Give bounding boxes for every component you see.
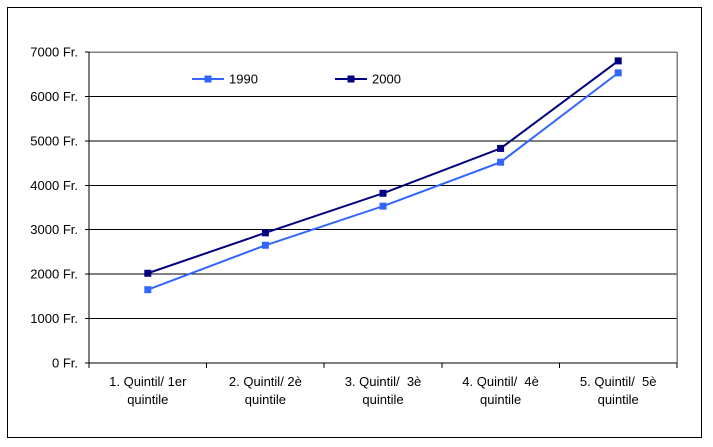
y-axis-label: 3000 Fr. xyxy=(30,222,78,237)
x-axis-label-line2: quintile xyxy=(127,392,168,407)
x-axis-label-line1: 5. Quintil/ 5è xyxy=(580,374,657,389)
legend-label: 1990 xyxy=(229,72,258,87)
data-point-1990-2[interactable] xyxy=(261,241,269,249)
data-point-2000-3[interactable] xyxy=(379,189,387,197)
data-point-2000-4[interactable] xyxy=(497,144,505,152)
x-axis-label-line1: 3. Quintil/ 3è xyxy=(345,374,422,389)
chart-outer-border xyxy=(7,7,702,438)
data-point-1990-1[interactable] xyxy=(144,286,152,294)
x-axis-label-line2: quintile xyxy=(480,392,521,407)
y-axis-label: 7000 Fr. xyxy=(30,45,78,60)
legend-marker-icon xyxy=(204,75,212,83)
y-axis-label: 0 Fr. xyxy=(52,356,78,371)
x-axis-label-line2: quintile xyxy=(598,392,639,407)
data-point-2000-5[interactable] xyxy=(614,57,622,65)
y-axis-label: 5000 Fr. xyxy=(30,133,78,148)
y-axis-label: 2000 Fr. xyxy=(30,267,78,282)
data-point-2000-1[interactable] xyxy=(144,269,152,277)
x-axis-label-line2: quintile xyxy=(245,392,286,407)
legend-marker-icon xyxy=(347,75,355,83)
data-point-1990-4[interactable] xyxy=(497,158,505,166)
x-axis-label-line1: 4. Quintil/ 4è xyxy=(462,374,539,389)
x-axis-label-line1: 1. Quintil/ 1er xyxy=(109,374,187,389)
series-line-1990[interactable] xyxy=(147,72,619,291)
y-axis-label: 1000 Fr. xyxy=(30,311,78,326)
x-axis-label-line2: quintile xyxy=(362,392,403,407)
y-axis-label: 4000 Fr. xyxy=(30,178,78,193)
data-point-1990-3[interactable] xyxy=(379,202,387,210)
legend-label: 2000 xyxy=(372,72,401,87)
data-point-2000-2[interactable] xyxy=(261,229,269,237)
y-axis-label: 6000 Fr. xyxy=(30,89,78,104)
x-axis-label-line1: 2. Quintil/ 2è xyxy=(229,374,302,389)
series-line-2000[interactable] xyxy=(147,60,619,275)
data-point-1990-5[interactable] xyxy=(614,69,622,77)
